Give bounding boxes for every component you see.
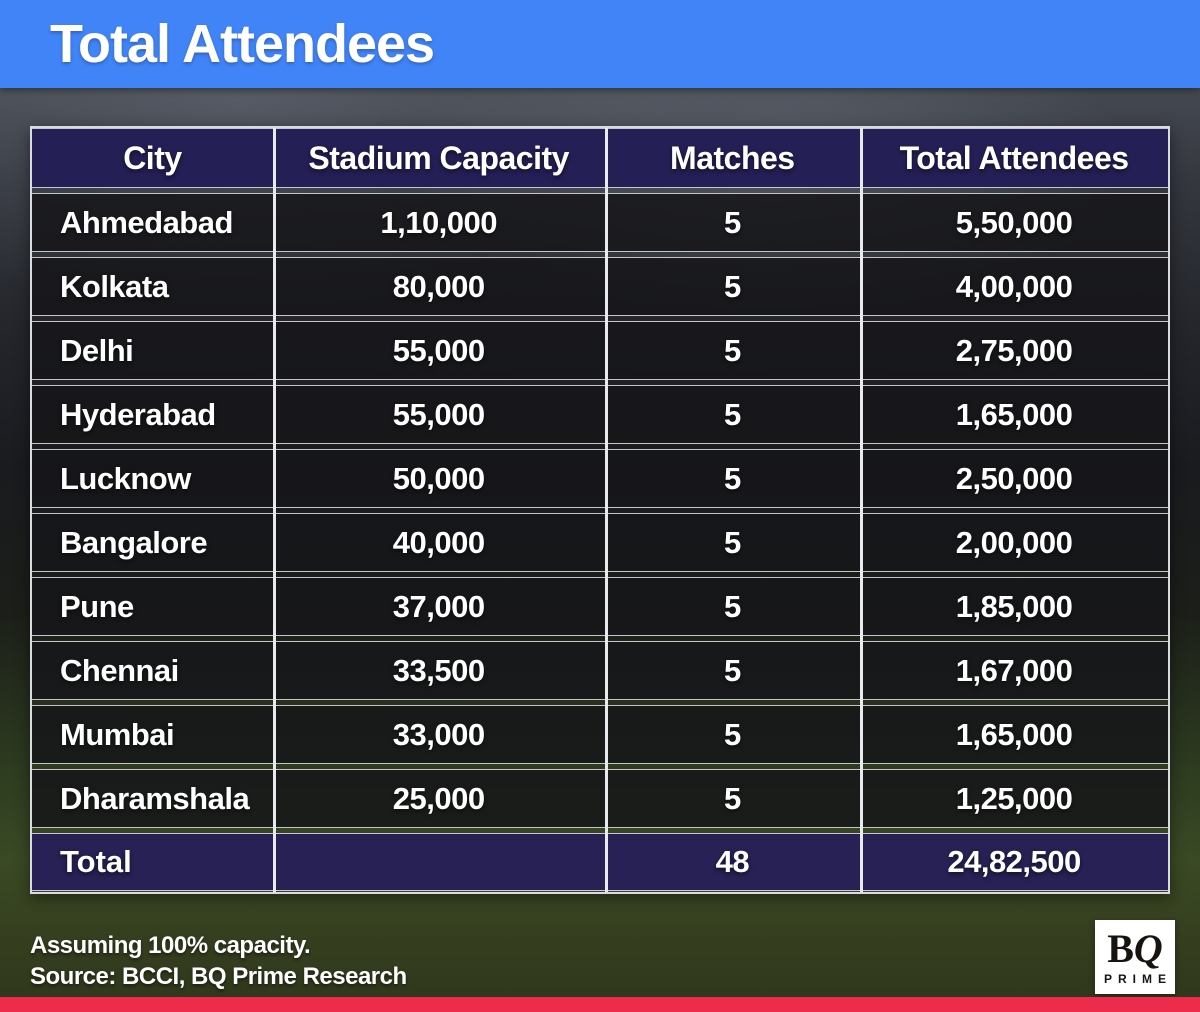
capacity-cell: 33,500	[272, 641, 605, 700]
attendees-cell: 1,65,000	[860, 385, 1168, 444]
capacity-cell: 40,000	[272, 513, 605, 572]
matches-cell: 5	[604, 769, 861, 828]
city-cell: Ahmedabad	[32, 193, 273, 252]
column-divider	[272, 128, 276, 892]
title-bar: Total Attendees	[0, 0, 1200, 88]
capacity-cell: 33,000	[272, 705, 605, 764]
matches-cell: 5	[604, 321, 861, 380]
column-divider	[860, 128, 864, 892]
city-cell: Mumbai	[32, 705, 273, 764]
table-row: Chennai 33,500 5 1,67,000	[32, 641, 1168, 700]
column-header-capacity: Stadium Capacity	[272, 128, 605, 188]
table-row: Ahmedabad 1,10,000 5 5,50,000	[32, 193, 1168, 252]
matches-cell: 5	[604, 193, 861, 252]
city-cell: Kolkata	[32, 257, 273, 316]
column-header-matches: Matches	[604, 128, 861, 188]
total-capacity-cell-empty	[272, 833, 605, 891]
table-row: Dharamshala 25,000 5 1,25,000	[32, 769, 1168, 828]
city-cell: Hyderabad	[32, 385, 273, 444]
bq-logo-prime-label: PRIME	[1103, 971, 1172, 986]
footer-notes: Assuming 100% capacity. Source: BCCI, BQ…	[30, 930, 407, 992]
city-cell: Lucknow	[32, 449, 273, 508]
attendees-cell: 1,85,000	[860, 577, 1168, 636]
header-row: City Stadium Capacity Matches Total Atte…	[32, 128, 1168, 188]
total-attendees-cell: 24,82,500	[860, 833, 1168, 891]
assumption-note: Assuming 100% capacity.	[30, 931, 311, 959]
total-matches-cell: 48	[604, 833, 861, 891]
bq-logo-monogram: BQ	[1107, 925, 1163, 971]
matches-cell: 5	[604, 705, 861, 764]
city-cell: Delhi	[32, 321, 273, 380]
city-cell: Dharamshala	[32, 769, 273, 828]
total-row: Total 48 24,82,500	[32, 833, 1168, 891]
attendees-cell: 1,25,000	[860, 769, 1168, 828]
table-row: Bangalore 40,000 5 2,00,000	[32, 513, 1168, 572]
table-row: Pune 37,000 5 1,85,000	[32, 577, 1168, 636]
column-header-city: City	[32, 128, 273, 188]
page-title: Total Attendees	[50, 14, 435, 74]
attendees-cell: 2,75,000	[860, 321, 1168, 380]
matches-cell: 5	[604, 449, 861, 508]
city-cell: Bangalore	[32, 513, 273, 572]
matches-cell: 5	[604, 385, 861, 444]
capacity-cell: 25,000	[272, 769, 605, 828]
table-row: Kolkata 80,000 5 4,00,000	[32, 257, 1168, 316]
table-row: Mumbai 33,000 5 1,65,000	[32, 705, 1168, 764]
data-table: City Stadium Capacity Matches Total Atte…	[32, 123, 1168, 896]
attendees-cell: 2,00,000	[860, 513, 1168, 572]
capacity-cell: 80,000	[272, 257, 605, 316]
capacity-cell: 55,000	[272, 321, 605, 380]
column-header-attendees: Total Attendees	[860, 128, 1168, 188]
matches-cell: 5	[604, 513, 861, 572]
source-note: Source: BCCI, BQ Prime Research	[30, 962, 407, 990]
bq-prime-logo: BQ PRIME	[1095, 920, 1175, 994]
city-cell: Pune	[32, 577, 273, 636]
matches-cell: 5	[604, 577, 861, 636]
matches-cell: 5	[604, 257, 861, 316]
bottom-accent-strip	[0, 997, 1200, 1012]
attendees-cell: 1,67,000	[860, 641, 1168, 700]
attendees-cell: 1,65,000	[860, 705, 1168, 764]
capacity-cell: 37,000	[272, 577, 605, 636]
total-label-cell: Total	[32, 833, 273, 891]
attendees-cell: 5,50,000	[860, 193, 1168, 252]
attendees-cell: 2,50,000	[860, 449, 1168, 508]
capacity-cell: 50,000	[272, 449, 605, 508]
city-cell: Chennai	[32, 641, 273, 700]
matches-cell: 5	[604, 641, 861, 700]
capacity-cell: 55,000	[272, 385, 605, 444]
column-divider	[604, 128, 608, 892]
table-row: Hyderabad 55,000 5 1,65,000	[32, 385, 1168, 444]
attendees-cell: 4,00,000	[860, 257, 1168, 316]
table-row: Lucknow 50,000 5 2,50,000	[32, 449, 1168, 508]
table-row: Delhi 55,000 5 2,75,000	[32, 321, 1168, 380]
attendees-table: City Stadium Capacity Matches Total Atte…	[30, 126, 1170, 894]
capacity-cell: 1,10,000	[272, 193, 605, 252]
